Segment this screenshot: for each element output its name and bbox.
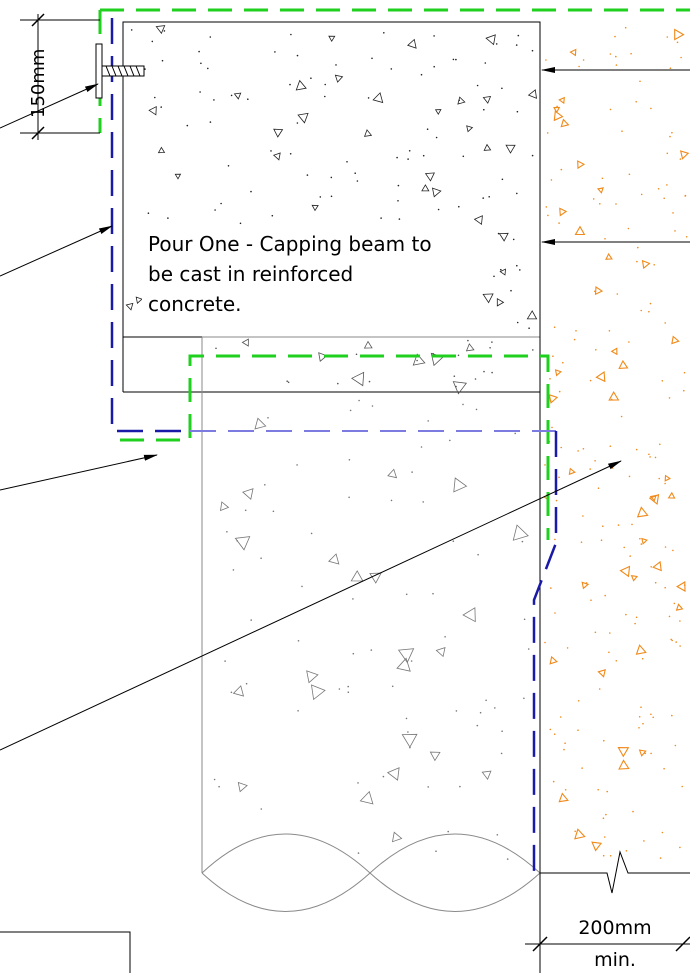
leader-lines — [0, 67, 690, 751]
capping-beam-aggregate — [125, 25, 538, 395]
pile — [201, 336, 541, 912]
dimension-200-label: 200mm — [578, 917, 651, 939]
dimension-200: 200mm min. — [525, 873, 690, 973]
membrane-line — [110, 18, 558, 873]
dimension-150-label: 150mm — [28, 49, 49, 118]
pour-note-line-2: be cast in reinforced — [148, 262, 353, 286]
note-box — [0, 931, 131, 973]
pour-one-outline — [98, 8, 690, 540]
dimension-150: 150mm — [20, 13, 100, 140]
pile-aggregate — [213, 399, 530, 860]
dimension-200-sublabel: min. — [594, 949, 636, 971]
adjacent-wall-edge — [539, 22, 690, 932]
pour-note-line-1: Pour One - Capping beam to — [148, 232, 432, 256]
screw-anchor-icon — [95, 43, 145, 99]
pour-one-note: Pour One - Capping beam to be cast in re… — [142, 229, 482, 325]
break-line-icon — [540, 850, 690, 894]
pour-note-line-3: concrete. — [148, 292, 242, 316]
existing-wall-aggregate — [543, 26, 690, 859]
